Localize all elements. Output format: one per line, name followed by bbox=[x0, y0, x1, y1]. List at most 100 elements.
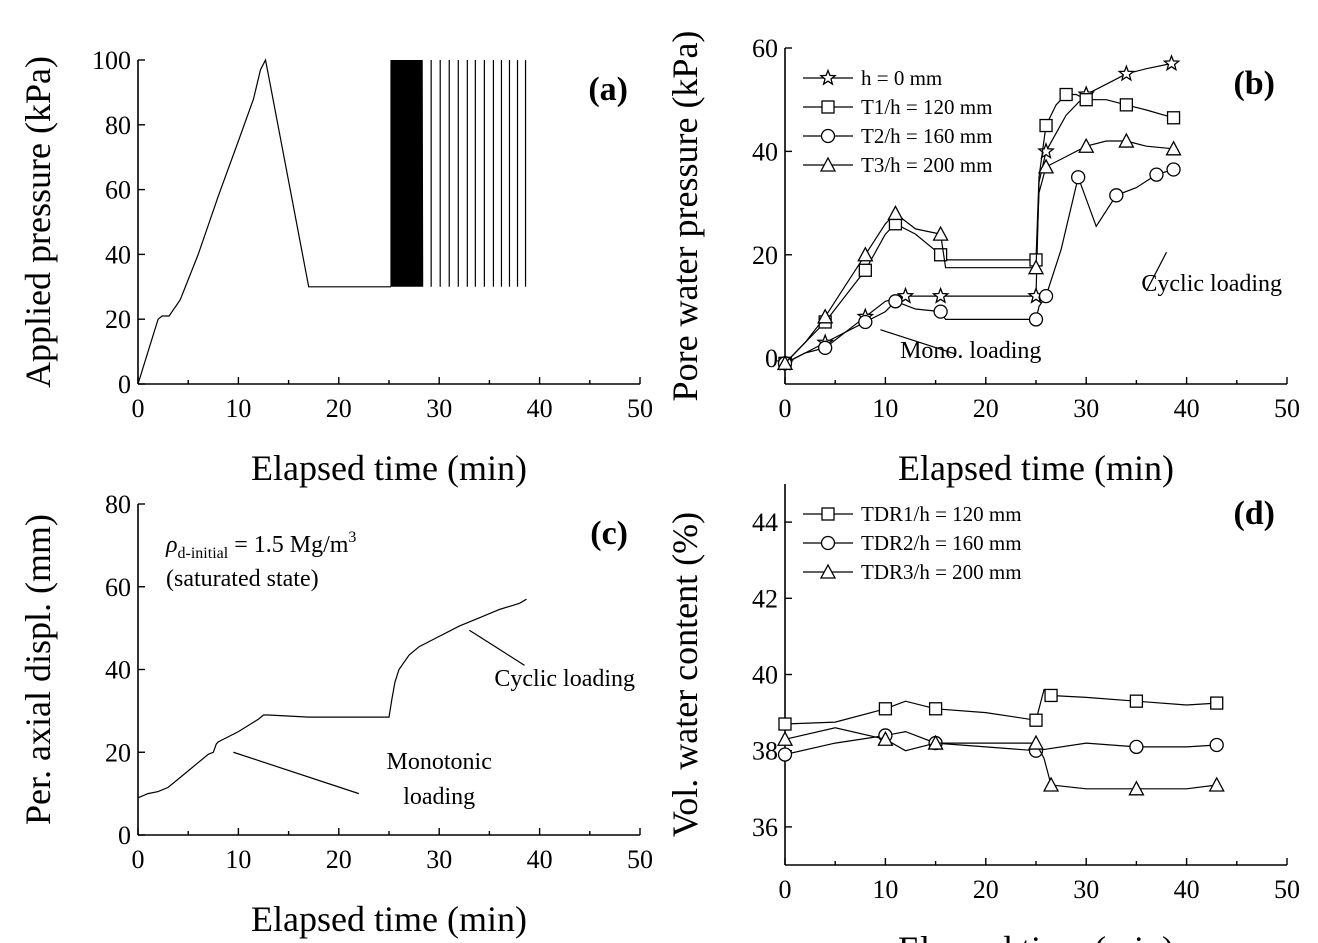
panel-a: 0 10 20 30 40 50 0 20 40 60 80 100 Elapsed time (min… bbox=[18, 46, 653, 488]
series-marker bbox=[1117, 64, 1136, 82]
legend-label: h = 0 mm bbox=[861, 66, 942, 90]
y-tick-label: 42 bbox=[752, 584, 778, 613]
panel-label: (a) bbox=[588, 71, 628, 108]
x-axis-title: Elapsed time (min) bbox=[251, 899, 527, 939]
series-marker bbox=[1149, 167, 1164, 182]
series-marker bbox=[858, 263, 872, 277]
y-tick-label: 0 bbox=[118, 370, 131, 399]
x-tick-label: 10 bbox=[872, 394, 898, 423]
y-tick-label: 44 bbox=[752, 508, 778, 537]
legend-marker bbox=[820, 128, 836, 144]
series-marker bbox=[887, 205, 904, 221]
y-tick-label: 38 bbox=[752, 737, 778, 766]
panel-label: (c) bbox=[590, 515, 628, 552]
legend-marker bbox=[820, 535, 836, 551]
x-tick-label: 0 bbox=[779, 394, 792, 423]
y-tick-label: 40 bbox=[752, 661, 778, 690]
info-state: (saturated state) bbox=[166, 566, 319, 592]
annotation: Monotonic bbox=[387, 749, 492, 775]
series-marker bbox=[1039, 118, 1053, 133]
series-marker bbox=[1028, 312, 1044, 327]
series-marker bbox=[778, 717, 792, 731]
x-tick-label: 20 bbox=[326, 394, 352, 423]
legend-label: T1/h = 120 mm bbox=[861, 95, 992, 119]
x-tick-label: 0 bbox=[132, 394, 145, 423]
series-marker bbox=[927, 734, 944, 750]
y-tick-label: 60 bbox=[105, 573, 131, 602]
series-marker bbox=[1044, 688, 1058, 703]
series-marker bbox=[888, 294, 903, 309]
legend-label: T2/h = 160 mm bbox=[861, 124, 992, 148]
legend-label: TDR1/h = 120 mm bbox=[861, 502, 1022, 526]
panel-label: (d) bbox=[1233, 495, 1275, 532]
series-marker bbox=[818, 340, 833, 355]
series-marker bbox=[932, 225, 949, 241]
series-marker bbox=[1166, 162, 1181, 177]
x-tick-label: 50 bbox=[1274, 875, 1300, 904]
y-tick-label: 80 bbox=[105, 490, 131, 519]
x-tick-label: 50 bbox=[1274, 394, 1300, 423]
series-marker bbox=[1042, 776, 1060, 792]
series-line bbox=[137, 598, 527, 799]
legend-marker bbox=[821, 100, 835, 114]
series-marker bbox=[1079, 93, 1093, 107]
series-marker bbox=[1109, 188, 1124, 203]
legend-label: TDR3/h = 200 mm bbox=[861, 560, 1022, 584]
x-tick-label: 50 bbox=[627, 845, 653, 874]
series-marker bbox=[928, 702, 943, 716]
x-tick-label: 20 bbox=[973, 394, 999, 423]
y-axis-title: Vol. water content (%) bbox=[665, 512, 705, 837]
series-marker bbox=[933, 304, 948, 319]
x-tick-label: 40 bbox=[527, 394, 553, 423]
legend-marker bbox=[819, 563, 837, 579]
series-marker bbox=[1210, 696, 1224, 710]
series-marker bbox=[1165, 140, 1182, 156]
series-marker bbox=[896, 286, 915, 304]
series-marker bbox=[776, 354, 794, 370]
series-marker bbox=[1209, 737, 1224, 753]
y-tick-label: 60 bbox=[752, 34, 778, 63]
y-tick-label: 80 bbox=[105, 111, 131, 140]
annotation: Cyclic loading bbox=[494, 666, 635, 692]
y-tick-label: 60 bbox=[105, 176, 131, 205]
series-marker bbox=[1037, 142, 1055, 159]
panel-b: 0 10 20 30 40 50 0 20 40 60 Elapsed time (min) Pore… bbox=[665, 31, 1300, 488]
x-axis-title: Elapsed time (min) bbox=[898, 448, 1174, 488]
series-marker bbox=[931, 286, 950, 304]
x-axis-title: Elapsed time (min) bbox=[251, 448, 527, 488]
series-line bbox=[784, 140, 1174, 364]
x-tick-label: 10 bbox=[872, 875, 898, 904]
series-marker bbox=[817, 308, 834, 324]
x-tick-label: 20 bbox=[326, 845, 352, 874]
info-density: ρd-initial = 1.5 Mg/m3 bbox=[165, 529, 356, 562]
panel-label: (b) bbox=[1233, 65, 1275, 102]
annotation: Cyclic loading bbox=[1141, 271, 1282, 297]
legend-marker bbox=[819, 68, 837, 86]
annotation: loading bbox=[403, 784, 475, 810]
series-marker bbox=[777, 747, 793, 762]
legend-marker bbox=[821, 507, 835, 521]
series-marker bbox=[1027, 734, 1045, 750]
x-axis-title: Elapsed time (min) bbox=[898, 929, 1174, 943]
arrow bbox=[233, 751, 360, 795]
legend-marker bbox=[819, 156, 837, 172]
x-tick-label: 50 bbox=[627, 394, 653, 423]
x-tick-label: 30 bbox=[426, 845, 452, 874]
series-line bbox=[784, 730, 1217, 756]
series-marker bbox=[1129, 739, 1144, 755]
series-marker bbox=[1208, 776, 1225, 792]
series-marker bbox=[858, 314, 873, 330]
x-tick-label: 40 bbox=[527, 845, 553, 874]
y-axis-title: Pore water pressure (kPa) bbox=[665, 31, 705, 402]
series-marker bbox=[1038, 288, 1054, 304]
series-line bbox=[784, 727, 1217, 790]
series-marker bbox=[1128, 780, 1145, 796]
series-line bbox=[137, 58, 391, 385]
series-line bbox=[784, 688, 1217, 725]
series-marker bbox=[1118, 132, 1135, 148]
series-marker bbox=[1059, 87, 1073, 102]
y-tick-label: 0 bbox=[765, 344, 778, 373]
x-tick-label: 0 bbox=[779, 875, 792, 904]
